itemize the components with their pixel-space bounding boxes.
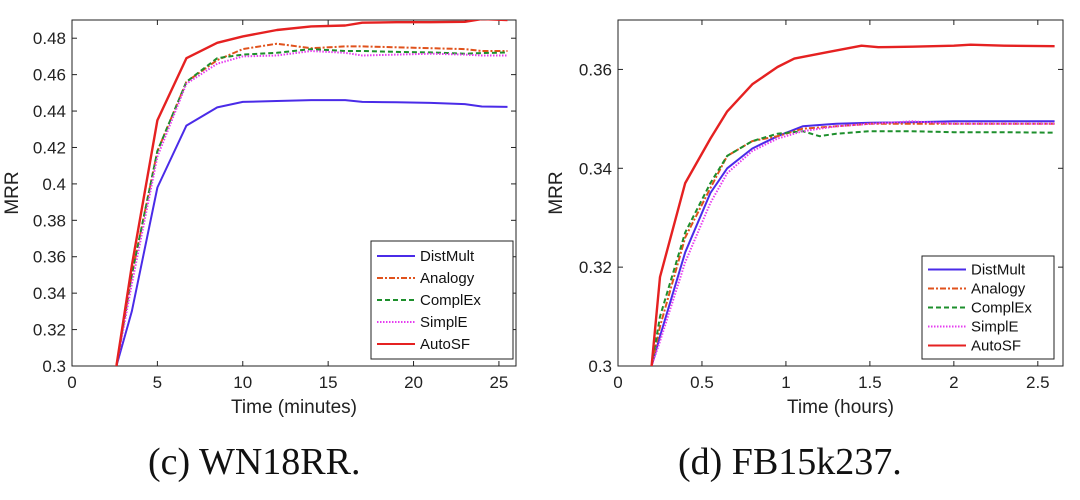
y-tick-label: 0.46 xyxy=(33,66,66,85)
legend-label-distmult: DistMult xyxy=(971,262,1026,279)
x-axis-label: Time (minutes) xyxy=(231,397,357,418)
x-tick-label: 20 xyxy=(404,373,423,392)
legend-label-simple: SimplE xyxy=(420,314,468,331)
y-tick-label: 0.32 xyxy=(33,321,66,340)
x-tick-label: 0 xyxy=(67,373,76,392)
series-line-analogy xyxy=(650,122,1055,366)
x-tick-label: 25 xyxy=(489,373,508,392)
series-line-autosf xyxy=(115,20,508,366)
x-tick-label: 1.5 xyxy=(858,373,882,392)
plot-frame xyxy=(617,19,1064,367)
y-axis-label: MRR xyxy=(546,171,567,214)
legend-label-autosf: AutoSF xyxy=(420,336,470,353)
series-line-complex xyxy=(115,48,508,366)
y-tick-label: 0.36 xyxy=(579,60,612,79)
caption-wn18rr: (c) WN18RR. xyxy=(148,441,361,483)
x-axis-label: Time (hours) xyxy=(787,397,894,418)
series-group xyxy=(650,43,1055,366)
legend-label-complex: ComplEx xyxy=(420,292,481,309)
legend-label-complex: ComplEx xyxy=(971,300,1032,317)
x-tick-label: 1 xyxy=(781,373,790,392)
y-tick-label: 0.3 xyxy=(588,357,612,376)
x-tick-label: 2.5 xyxy=(1026,373,1050,392)
x-tick-label: 10 xyxy=(233,373,252,392)
series-line-complex xyxy=(650,130,1055,366)
x-tick-label: 0 xyxy=(613,373,622,392)
y-tick-label: 0.38 xyxy=(33,211,66,230)
series-line-simple xyxy=(115,50,508,366)
y-tick-label: 0.48 xyxy=(33,29,66,48)
plot-frame xyxy=(71,19,517,367)
y-tick-label: 0.44 xyxy=(33,102,66,121)
caption-fb15k237: (d) FB15k237. xyxy=(678,441,902,483)
series-line-autosf xyxy=(650,43,1055,366)
legend-label-autosf: AutoSF xyxy=(971,338,1021,355)
legend-label-simple: SimplE xyxy=(971,319,1019,336)
x-tick-label: 5 xyxy=(153,373,162,392)
legend-label-distmult: DistMult xyxy=(420,248,475,265)
y-tick-label: 0.34 xyxy=(33,284,66,303)
series-group xyxy=(115,20,508,366)
y-tick-label: 0.32 xyxy=(579,258,612,277)
legend-label-analogy: Analogy xyxy=(420,270,475,287)
y-axis-label: MRR xyxy=(2,171,23,214)
x-tick-label: 0.5 xyxy=(690,373,714,392)
y-tick-label: 0.4 xyxy=(42,175,66,194)
chart-fb15k237: 0 0.5 1 1.5 2 2.5 0.3 0.32 0.34 0.36 Time (hours) M… xyxy=(546,19,1064,418)
y-tick-label: 0.42 xyxy=(33,138,66,157)
x-tick-label: 2 xyxy=(949,373,958,392)
y-tick-label: 0.3 xyxy=(42,357,66,376)
y-tick-label: 0.34 xyxy=(579,159,612,178)
series-line-distmult xyxy=(115,99,508,366)
legend: DistMult Analogy ComplEx SimplE AutoSF xyxy=(370,240,514,360)
legend-label-analogy: Analogy xyxy=(971,281,1026,298)
y-tick-label: 0.36 xyxy=(33,248,66,267)
legend: DistMult Analogy ComplEx SimplE AutoSF xyxy=(921,255,1055,360)
chart-wn18rr: 0 5 10 15 20 25 0.3 0.32 0.34 0.36 0.38 0.4 0.42 0.44… xyxy=(2,19,517,418)
series-line-simple xyxy=(650,120,1055,366)
x-tick-label: 15 xyxy=(319,373,338,392)
series-line-distmult xyxy=(650,120,1055,366)
